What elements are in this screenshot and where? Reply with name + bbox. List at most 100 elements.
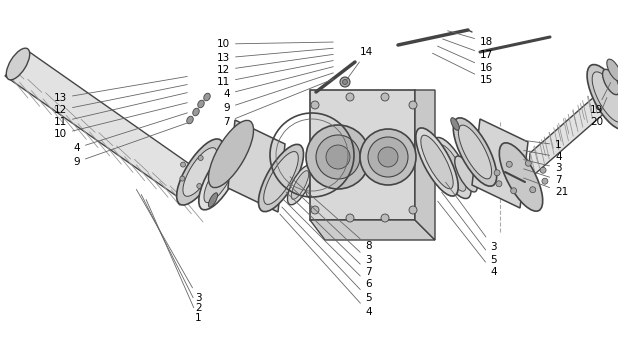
Ellipse shape	[433, 137, 471, 199]
Ellipse shape	[199, 146, 241, 210]
Ellipse shape	[378, 147, 398, 167]
Text: 18: 18	[447, 31, 493, 47]
Ellipse shape	[416, 128, 458, 196]
Text: 21: 21	[523, 178, 568, 197]
Ellipse shape	[540, 167, 546, 173]
Ellipse shape	[499, 143, 543, 211]
Ellipse shape	[603, 69, 618, 95]
Ellipse shape	[438, 145, 466, 191]
Ellipse shape	[342, 80, 347, 85]
Polygon shape	[228, 120, 285, 212]
Ellipse shape	[215, 163, 220, 168]
Text: 4: 4	[74, 113, 187, 153]
Ellipse shape	[287, 165, 313, 205]
Text: 1: 1	[524, 140, 562, 150]
Ellipse shape	[208, 120, 253, 188]
Text: 3: 3	[523, 160, 562, 173]
Text: 7: 7	[286, 192, 371, 277]
Ellipse shape	[592, 72, 618, 122]
Ellipse shape	[311, 101, 319, 109]
Ellipse shape	[506, 161, 512, 167]
Text: 7: 7	[523, 169, 562, 185]
Text: 17: 17	[442, 39, 493, 60]
Polygon shape	[528, 83, 610, 180]
Ellipse shape	[453, 118, 497, 186]
Ellipse shape	[6, 48, 30, 80]
Ellipse shape	[208, 193, 218, 207]
Ellipse shape	[525, 160, 531, 166]
Text: 3: 3	[137, 189, 201, 303]
Text: 11: 11	[54, 92, 187, 127]
Ellipse shape	[346, 214, 354, 222]
Ellipse shape	[264, 152, 298, 204]
Polygon shape	[310, 90, 415, 220]
Polygon shape	[310, 220, 435, 240]
Text: 5: 5	[442, 192, 497, 265]
Ellipse shape	[510, 188, 517, 194]
Text: 7: 7	[223, 79, 334, 127]
Ellipse shape	[455, 156, 477, 192]
Text: 12: 12	[217, 54, 333, 75]
Text: 1: 1	[146, 200, 201, 323]
Ellipse shape	[409, 101, 417, 109]
Text: 19: 19	[590, 83, 611, 115]
Text: 8: 8	[290, 177, 371, 251]
Ellipse shape	[459, 125, 492, 179]
Ellipse shape	[180, 162, 185, 167]
Polygon shape	[5, 51, 208, 202]
Ellipse shape	[587, 65, 618, 130]
Ellipse shape	[197, 184, 202, 188]
Ellipse shape	[180, 176, 185, 181]
Ellipse shape	[542, 178, 548, 184]
Ellipse shape	[310, 189, 316, 195]
Ellipse shape	[311, 206, 319, 214]
Text: 4: 4	[438, 201, 497, 277]
Ellipse shape	[346, 93, 354, 101]
Text: 16: 16	[438, 46, 493, 73]
Text: 10: 10	[54, 103, 187, 139]
Ellipse shape	[306, 185, 320, 199]
Text: 14: 14	[347, 47, 373, 80]
Ellipse shape	[607, 59, 618, 81]
Ellipse shape	[306, 125, 370, 189]
Ellipse shape	[421, 135, 453, 189]
Ellipse shape	[496, 181, 502, 187]
Text: 11: 11	[217, 61, 333, 87]
Ellipse shape	[360, 129, 416, 185]
Text: 10: 10	[217, 39, 333, 49]
Text: 13: 13	[54, 76, 187, 103]
Ellipse shape	[204, 93, 210, 101]
Text: 13: 13	[217, 48, 333, 63]
Ellipse shape	[198, 155, 203, 160]
Polygon shape	[415, 90, 435, 240]
Polygon shape	[472, 119, 528, 208]
Ellipse shape	[494, 170, 500, 176]
Ellipse shape	[368, 137, 408, 177]
Ellipse shape	[316, 135, 360, 179]
Ellipse shape	[451, 118, 459, 130]
Text: 9: 9	[74, 123, 187, 167]
Text: 4: 4	[223, 67, 333, 99]
Ellipse shape	[193, 108, 199, 116]
Ellipse shape	[198, 100, 204, 108]
Ellipse shape	[530, 187, 536, 193]
Ellipse shape	[381, 214, 389, 222]
Text: 2: 2	[142, 194, 201, 313]
Text: 4: 4	[280, 214, 371, 317]
Ellipse shape	[177, 139, 223, 205]
Ellipse shape	[381, 93, 389, 101]
Text: 15: 15	[433, 53, 493, 85]
Ellipse shape	[214, 177, 219, 182]
Ellipse shape	[326, 145, 350, 169]
Ellipse shape	[291, 171, 309, 199]
Text: 3: 3	[446, 182, 497, 252]
Ellipse shape	[187, 116, 193, 124]
Text: 9: 9	[223, 73, 333, 113]
Ellipse shape	[204, 153, 236, 203]
Ellipse shape	[409, 206, 417, 214]
Text: 5: 5	[282, 207, 371, 303]
Ellipse shape	[183, 148, 217, 196]
Text: 6: 6	[284, 200, 371, 289]
Text: 20: 20	[590, 98, 607, 127]
Text: 3: 3	[288, 184, 371, 265]
